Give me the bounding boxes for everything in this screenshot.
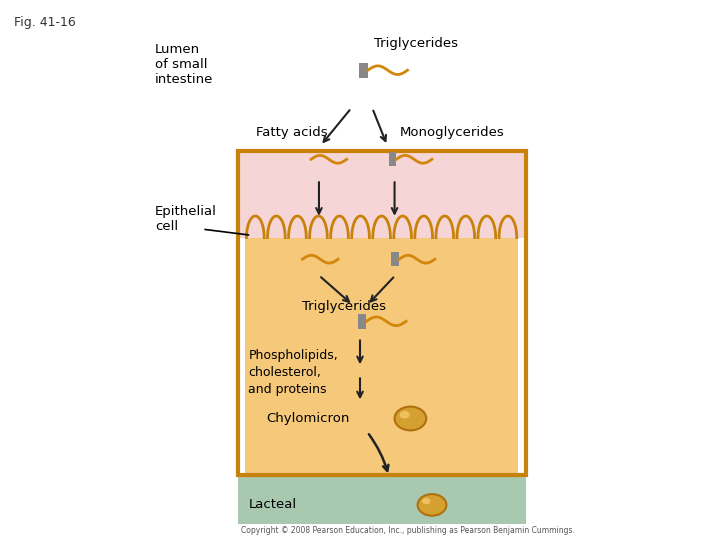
Text: Chylomicron: Chylomicron (266, 412, 350, 425)
Circle shape (422, 498, 431, 504)
Bar (392, 252, 399, 266)
Circle shape (400, 411, 410, 418)
Text: Copyright © 2008 Pearson Education, Inc., publishing as Pearson Benjamin Cumming: Copyright © 2008 Pearson Education, Inc.… (241, 525, 575, 535)
Text: Triglycerides: Triglycerides (302, 300, 387, 313)
Text: Fig. 41-16: Fig. 41-16 (14, 16, 76, 29)
Text: Lacteal: Lacteal (248, 498, 297, 511)
Bar (358, 314, 366, 329)
FancyBboxPatch shape (245, 238, 518, 475)
Text: Epithelial
cell: Epithelial cell (155, 205, 217, 233)
Text: Phospholipids,
cholesterol,
and proteins: Phospholipids, cholesterol, and proteins (248, 349, 338, 396)
Bar (359, 63, 368, 78)
Circle shape (418, 494, 446, 516)
Text: Triglycerides: Triglycerides (374, 37, 459, 50)
FancyBboxPatch shape (238, 151, 526, 238)
FancyBboxPatch shape (238, 475, 526, 524)
Circle shape (395, 407, 426, 430)
Text: Lumen
of small
intestine: Lumen of small intestine (155, 43, 213, 86)
Text: Fatty acids: Fatty acids (256, 126, 327, 139)
Bar (389, 152, 396, 166)
Text: Monoglycerides: Monoglycerides (400, 126, 504, 139)
